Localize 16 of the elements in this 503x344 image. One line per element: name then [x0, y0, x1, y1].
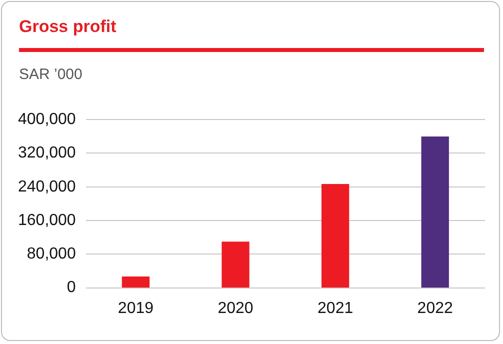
chart-title: Gross profit	[19, 17, 116, 37]
bar	[122, 276, 150, 288]
y-axis-title: SAR ’000	[19, 66, 82, 83]
bar	[222, 242, 250, 288]
x-tick-label: 2019	[118, 300, 154, 317]
y-tick-label: 0	[66, 279, 76, 296]
y-tick-label: 400,000	[18, 111, 76, 128]
y-tick-label: 160,000	[18, 212, 76, 229]
x-tick-label: 2022	[417, 300, 454, 317]
x-tick-label: 2020	[218, 300, 254, 317]
bar	[421, 136, 449, 288]
y-tick-label: 240,000	[18, 178, 76, 196]
bar	[321, 184, 350, 288]
y-tick-label: 80,000	[26, 246, 76, 263]
y-tick-label: 320,000	[18, 144, 76, 162]
x-tick-label: 2021	[318, 300, 354, 317]
